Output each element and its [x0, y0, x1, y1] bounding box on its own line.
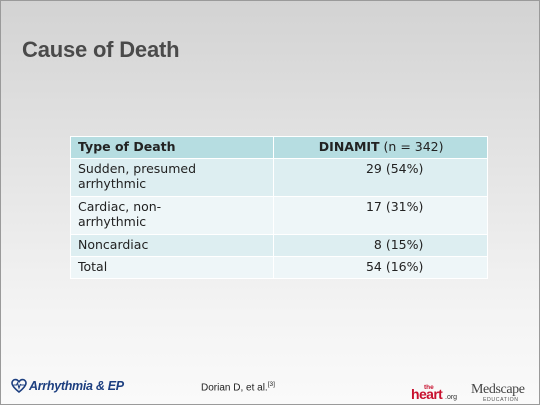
table-row: Cardiac, non-arrhythmic 17 (31%) [69, 196, 488, 235]
theheart-org: .org [445, 394, 457, 401]
table-header-row: Type of Death DINAMIT (n = 342) [69, 136, 488, 159]
theheart-the: the [424, 384, 434, 391]
row-label: Noncardiac [69, 234, 275, 257]
table-row: Total 54 (16%) [69, 256, 488, 279]
row-value: 54 (16%) [273, 256, 488, 279]
slide-title: Cause of Death [22, 37, 180, 62]
row-value: 17 (31%) [273, 196, 488, 235]
theheart-org-logo: the heart .org [411, 384, 457, 402]
header-type-of-death: Type of Death [69, 136, 275, 159]
header-dinamit-n: (n = 342) [379, 139, 444, 154]
table-row: Sudden, presumed arrhythmic 29 (54%) [69, 158, 488, 197]
medscape-education-logo: Medscape EDUCATION [471, 382, 525, 403]
row-label: Sudden, presumed arrhythmic [69, 158, 275, 197]
heart-icon [11, 378, 27, 394]
row-value: 8 (15%) [273, 234, 488, 257]
row-value: 29 (54%) [273, 158, 488, 197]
medscape-education: EDUCATION [483, 397, 519, 403]
row-label: Total [69, 256, 275, 279]
theheart-main: heart [411, 386, 443, 402]
brand-name: Arrhythmia & EP [29, 379, 124, 393]
citation: Dorian D, et al.[3] [201, 381, 275, 394]
row-label: Cardiac, non-arrhythmic [69, 196, 275, 235]
header-dinamit: DINAMIT (n = 342) [273, 136, 488, 159]
citation-ref: [3] [267, 381, 275, 388]
table-row: Noncardiac 8 (15%) [69, 234, 488, 257]
cause-of-death-table: Type of Death DINAMIT (n = 342) Sudden, … [69, 136, 488, 279]
header-dinamit-name: DINAMIT [318, 139, 380, 154]
medscape-wordmark: Medscape [471, 382, 525, 397]
arrhythmia-ep-logo: Arrhythmia & EP [11, 378, 124, 394]
